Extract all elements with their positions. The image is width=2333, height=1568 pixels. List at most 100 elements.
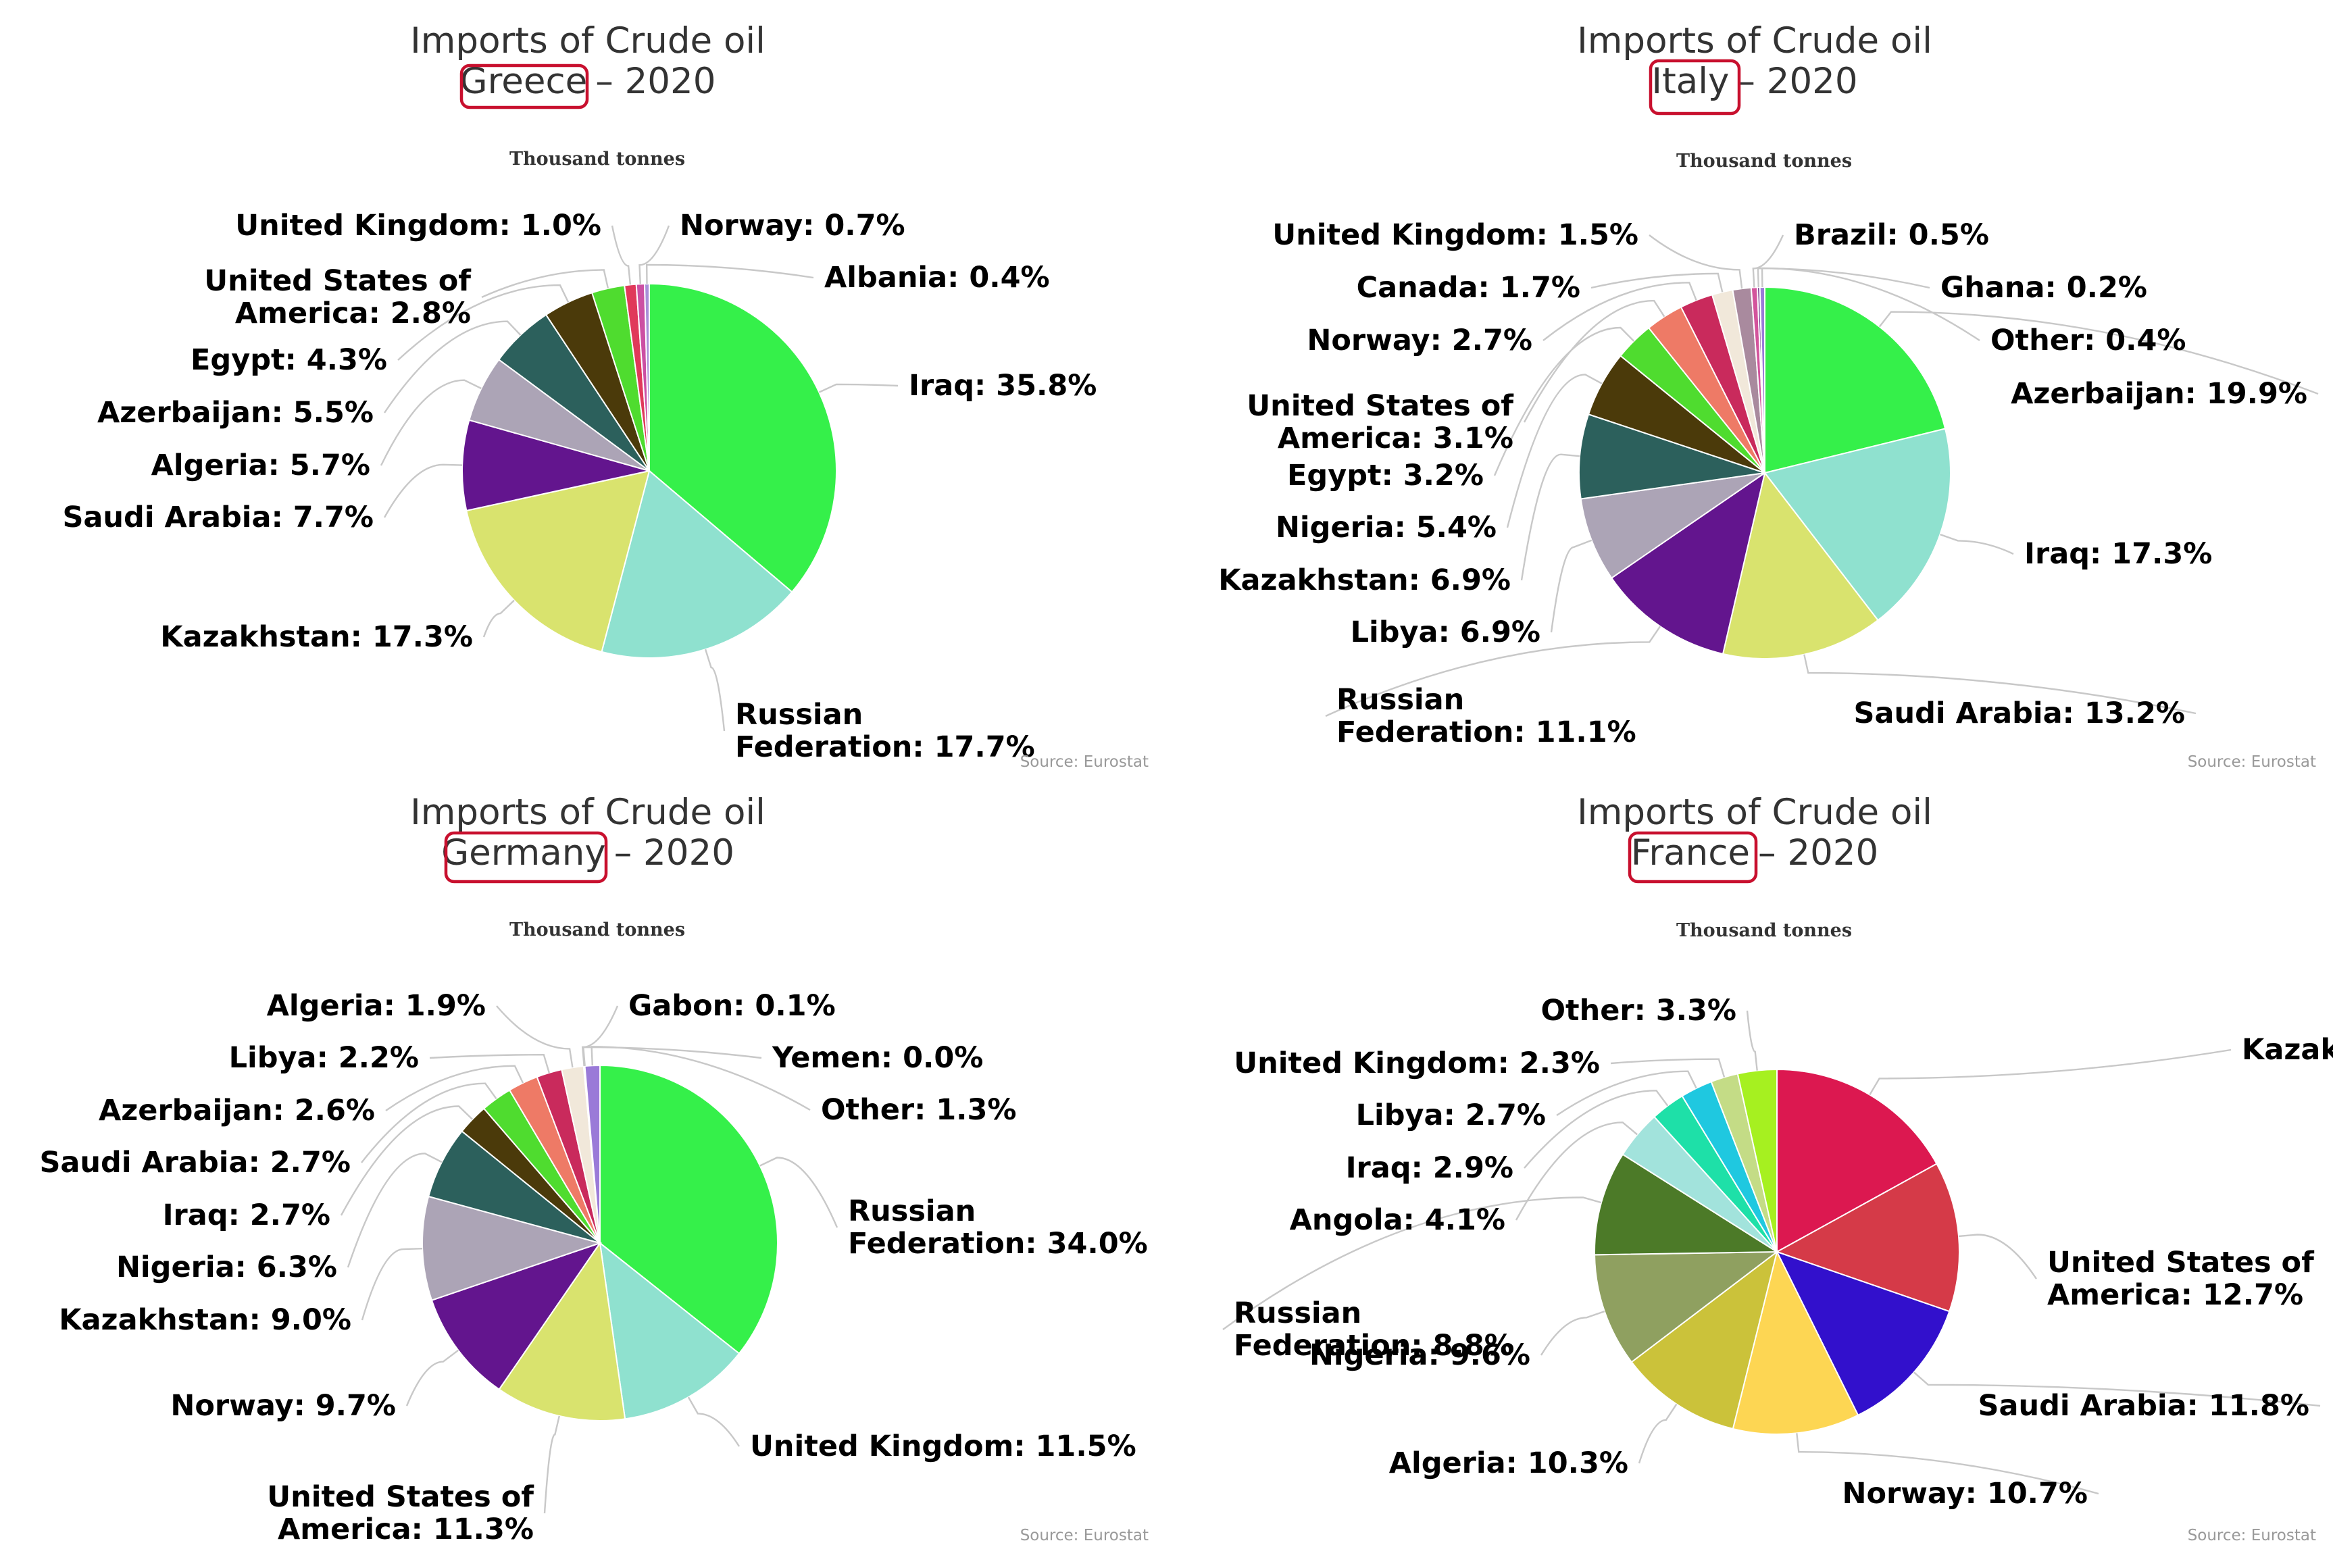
chart-subtitle: Thousand tonnes bbox=[1676, 920, 1852, 941]
label-connector bbox=[1493, 326, 1635, 476]
label-connector bbox=[482, 599, 515, 638]
label-connector bbox=[1524, 1090, 1669, 1169]
slice-nigeria[interactable] bbox=[1594, 1250, 1780, 1363]
data-label-norway: Norway: 2.7% bbox=[1307, 324, 1532, 357]
slice-norway[interactable] bbox=[430, 1242, 602, 1390]
label-connector bbox=[704, 649, 726, 732]
data-label-iraq: Iraq: 35.8% bbox=[909, 369, 1097, 403]
slice-russian-federation[interactable] bbox=[1610, 471, 1766, 655]
label-connector bbox=[1746, 1010, 1758, 1071]
data-label-nigeria: Nigeria: 5.4% bbox=[1276, 511, 1497, 545]
slice-nigeria[interactable] bbox=[427, 1130, 601, 1244]
source-credit[interactable]: Source: Eurostat bbox=[2188, 1527, 2316, 1544]
slice-united-kingdom[interactable] bbox=[599, 1241, 741, 1420]
slice-other[interactable] bbox=[1736, 1068, 1778, 1253]
slice-other[interactable] bbox=[584, 1064, 601, 1244]
slice-other[interactable] bbox=[1759, 286, 1766, 474]
country-highlight-box bbox=[459, 64, 589, 109]
label-connector bbox=[581, 1005, 619, 1067]
data-label-united-states-of-america: United States of America: 2.8% bbox=[204, 264, 472, 330]
chart-subtitle: Thousand tonnes bbox=[509, 919, 685, 940]
data-label-nigeria: Nigeria: 9.6% bbox=[1309, 1338, 1530, 1372]
label-connector bbox=[638, 225, 670, 284]
slice-saudi-arabia[interactable] bbox=[461, 419, 650, 512]
label-connector bbox=[1878, 311, 2319, 395]
label-connector bbox=[582, 1046, 762, 1067]
data-label-united-kingdom: United Kingdom: 1.0% bbox=[235, 209, 601, 243]
data-label-united-kingdom: United Kingdom: 11.5% bbox=[750, 1430, 1136, 1463]
slice-russian-federation[interactable] bbox=[601, 470, 793, 659]
label-connector bbox=[1590, 272, 1724, 293]
label-connector bbox=[1550, 539, 1592, 633]
data-label-kazakhstan: Kazakhstan: 17.3% bbox=[160, 620, 473, 654]
title-country: Italy bbox=[1651, 61, 1729, 102]
source-credit[interactable]: Source: Eurostat bbox=[1020, 753, 1149, 771]
data-label-united-kingdom: United Kingdom: 2.3% bbox=[1234, 1046, 1600, 1080]
data-label-iraq: Iraq: 17.3% bbox=[2024, 537, 2212, 571]
slice-iraq[interactable] bbox=[648, 282, 837, 593]
title-country: France bbox=[1631, 832, 1750, 874]
data-label-albania: Albania: 0.4% bbox=[824, 261, 1050, 295]
data-label-brazil: Brazil: 0.5% bbox=[1794, 218, 1989, 252]
label-connector bbox=[1540, 1310, 1605, 1356]
data-label-other: Other: 0.4% bbox=[1990, 324, 2186, 357]
data-label-algeria: Algeria: 5.7% bbox=[151, 449, 370, 482]
label-connector bbox=[818, 383, 899, 393]
data-label-united-states-of-america: United States of America: 12.7% bbox=[2047, 1246, 2315, 1312]
data-label-canada: Canada: 1.7% bbox=[1357, 271, 1580, 305]
slice-libya[interactable] bbox=[1580, 472, 1765, 580]
label-connector bbox=[405, 1349, 459, 1407]
slice-kazakhstan[interactable] bbox=[1578, 413, 1765, 500]
data-label-kazakhstan: Kazakhstan: 9.0% bbox=[59, 1303, 351, 1337]
title-country: Greece bbox=[460, 61, 588, 102]
label-connector bbox=[347, 1153, 443, 1268]
label-connector bbox=[481, 269, 609, 299]
data-label-other: Other: 3.3% bbox=[1540, 994, 1736, 1028]
label-connector bbox=[1222, 1196, 1602, 1330]
chart-title-country-year: France – 2020 bbox=[1631, 832, 1878, 874]
slice-albania[interactable] bbox=[643, 282, 651, 472]
label-connector bbox=[1796, 1433, 2099, 1495]
data-label-russian-federation: Russian Federation: 34.0% bbox=[848, 1194, 1148, 1261]
label-connector bbox=[687, 1396, 741, 1447]
label-connector bbox=[645, 263, 814, 284]
data-label-nigeria: Nigeria: 6.3% bbox=[116, 1250, 337, 1284]
data-label-gabon: Gabon: 0.1% bbox=[628, 989, 836, 1023]
title-country: Germany bbox=[441, 832, 606, 874]
country-highlight-box bbox=[1649, 59, 1741, 116]
slice-azerbaijan[interactable] bbox=[1763, 286, 1947, 474]
slice-united-states-of-america[interactable] bbox=[1775, 1163, 1960, 1313]
slice-united-states-of-america[interactable] bbox=[498, 1241, 626, 1421]
data-label-kazakhstan: Kazakhstan: 16.2% bbox=[2242, 1033, 2333, 1067]
source-credit[interactable]: Source: Eurostat bbox=[1020, 1527, 1149, 1544]
country-highlight-box bbox=[1628, 831, 1758, 884]
data-label-united-kingdom: United Kingdom: 1.5% bbox=[1272, 218, 1638, 252]
data-label-angola: Angola: 4.1% bbox=[1290, 1203, 1505, 1237]
data-label-norway: Norway: 0.7% bbox=[680, 209, 905, 243]
label-connector bbox=[1752, 234, 1784, 288]
data-label-algeria: Algeria: 1.9% bbox=[267, 989, 486, 1023]
label-connector bbox=[1940, 533, 2014, 555]
slice-iraq[interactable] bbox=[1763, 428, 1951, 622]
chart-title-country-year: Greece – 2020 bbox=[460, 61, 716, 102]
label-connector bbox=[385, 1065, 524, 1111]
data-label-egypt: Egypt: 4.3% bbox=[191, 343, 387, 377]
data-label-iraq: Iraq: 2.7% bbox=[163, 1198, 330, 1232]
label-connector bbox=[1520, 453, 1580, 581]
label-connector bbox=[1556, 1070, 1697, 1116]
data-label-azerbaijan: Azerbaijan: 19.9% bbox=[2011, 377, 2307, 411]
slice-kazakhstan[interactable] bbox=[1776, 1068, 1938, 1253]
slice-kazakhstan[interactable] bbox=[422, 1195, 603, 1301]
title-year: – 2020 bbox=[595, 61, 716, 102]
slice-saudi-arabia[interactable] bbox=[1776, 1250, 1951, 1417]
source-credit[interactable]: Source: Eurostat bbox=[2188, 753, 2316, 771]
data-label-russian-federation: Russian Federation: 17.7% bbox=[735, 698, 1035, 764]
label-connector bbox=[543, 1415, 560, 1514]
data-label-saudi-arabia: Saudi Arabia: 11.8% bbox=[1978, 1389, 2309, 1423]
data-label-libya: Libya: 6.9% bbox=[1351, 615, 1540, 649]
slice-russian-federation[interactable] bbox=[1594, 1153, 1780, 1256]
label-connector bbox=[1869, 1048, 2232, 1096]
